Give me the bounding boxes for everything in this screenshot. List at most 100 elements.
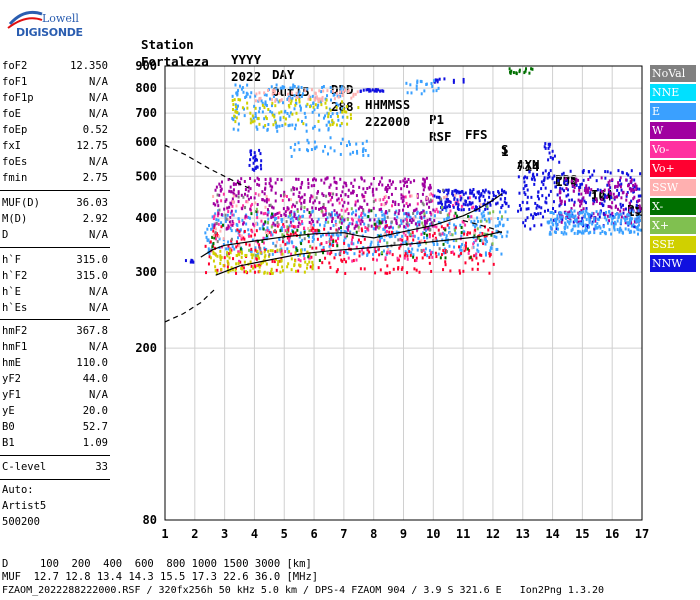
y-tick-label: 800: [135, 81, 157, 95]
echo-point: [368, 218, 371, 222]
echo-point: [591, 211, 594, 215]
echo-point: [371, 187, 374, 191]
echo-point: [604, 170, 607, 174]
echo-point: [270, 85, 273, 89]
echo-point: [433, 80, 436, 84]
echo-point: [240, 193, 243, 197]
echo-point: [444, 260, 447, 264]
echo-point: [272, 95, 275, 99]
echo-point: [274, 104, 277, 108]
echo-point: [360, 205, 363, 209]
echo-point: [278, 211, 281, 215]
echo-point: [253, 159, 256, 163]
echo-point: [362, 148, 365, 152]
echo-point: [290, 210, 293, 214]
echo-point: [259, 247, 262, 251]
echo-point: [388, 271, 391, 275]
echo-point: [472, 205, 475, 209]
echo-point: [404, 250, 407, 254]
echo-point: [625, 198, 628, 202]
echo-point: [422, 177, 425, 181]
echo-point: [310, 218, 313, 222]
echo-point: [354, 203, 357, 207]
echo-point: [240, 266, 243, 270]
echo-point: [478, 199, 481, 203]
param-name: h`F: [2, 254, 21, 266]
echo-point: [336, 244, 339, 248]
echo-point: [378, 239, 381, 243]
echo-point: [504, 210, 507, 214]
echo-point: [447, 188, 450, 192]
echo-point: [406, 184, 409, 188]
echo-point: [552, 223, 555, 227]
echo-point: [232, 127, 235, 131]
echo-point: [386, 229, 389, 233]
echo-point: [405, 214, 408, 218]
echo-point: [250, 234, 253, 238]
echo-point: [610, 232, 613, 236]
echo-point: [413, 259, 416, 263]
echo-point: [226, 227, 229, 231]
echo-point: [286, 208, 289, 212]
echo-point: [599, 201, 602, 205]
echo-point: [291, 123, 294, 127]
echo-point: [464, 241, 467, 245]
echo-point: [447, 191, 450, 195]
echo-point: [227, 244, 230, 248]
echo-point: [318, 201, 321, 205]
echo-point: [473, 254, 476, 258]
echo-point: [566, 225, 569, 229]
echo-point: [229, 185, 232, 189]
echo-point: [595, 210, 598, 214]
echo-point: [385, 200, 388, 204]
echo-point: [566, 188, 569, 192]
echo-point: [347, 256, 350, 260]
echo-point: [577, 198, 580, 202]
echo-point: [423, 185, 426, 189]
echo-point: [415, 87, 418, 91]
echo-point: [548, 232, 551, 236]
echo-point: [358, 250, 361, 254]
echo-point: [317, 190, 320, 194]
echo-point: [482, 210, 485, 214]
echo-point: [528, 170, 531, 174]
echo-point: [448, 226, 451, 230]
echo-point: [264, 254, 267, 258]
echo-point: [617, 181, 620, 185]
echo-point: [547, 146, 550, 150]
echo-point: [271, 111, 274, 115]
echo-point: [449, 269, 452, 273]
echo-point: [278, 124, 281, 128]
echo-point: [343, 181, 346, 185]
echo-point: [401, 266, 404, 270]
echo-point: [475, 252, 478, 256]
echo-point: [380, 207, 383, 211]
echo-point: [582, 207, 585, 211]
echo-point: [325, 123, 328, 127]
echo-point: [568, 210, 571, 214]
echo-point: [487, 211, 490, 215]
echo-point: [231, 108, 234, 112]
echo-point: [417, 220, 420, 224]
echo-point: [313, 140, 316, 144]
echo-point: [380, 210, 383, 214]
echo-point: [364, 230, 367, 234]
echo-point: [440, 253, 443, 257]
echo-point: [206, 227, 209, 231]
echo-point: [232, 194, 235, 198]
echo-point: [264, 248, 267, 252]
echo-point: [313, 96, 316, 100]
echo-point: [541, 194, 544, 198]
echo-point: [624, 207, 627, 211]
echo-point: [592, 202, 595, 206]
echo-point: [313, 199, 316, 203]
param-value: 2.75: [82, 172, 108, 184]
echo-point: [315, 246, 318, 250]
echo-point: [584, 227, 587, 231]
echo-point: [333, 256, 336, 260]
echo-point: [406, 257, 409, 261]
echo-point: [352, 184, 355, 188]
echo-point: [235, 253, 238, 257]
echo-point: [383, 214, 386, 218]
